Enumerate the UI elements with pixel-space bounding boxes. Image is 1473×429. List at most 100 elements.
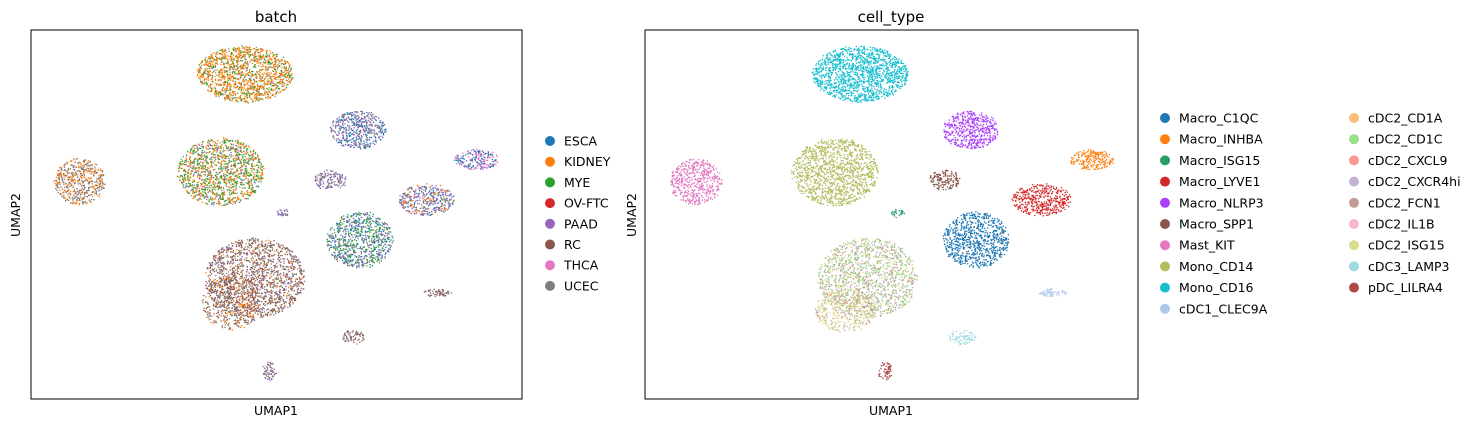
umap-point: [229, 170, 232, 173]
umap-point: [233, 148, 236, 151]
umap-point: [280, 285, 282, 287]
umap-point: [267, 311, 270, 314]
umap-point: [202, 145, 205, 148]
umap-point: [238, 47, 240, 50]
umap-point: [206, 83, 209, 85]
umap-point: [249, 86, 251, 88]
umap-point: [210, 286, 212, 288]
umap-point: [252, 167, 254, 170]
umap-point: [230, 155, 232, 158]
umap-point: [214, 259, 216, 261]
umap-point: [289, 287, 292, 290]
umap-point: [219, 49, 221, 51]
umap-point: [257, 281, 260, 283]
umap-point: [220, 61, 223, 64]
umap-point: [277, 306, 279, 309]
umap-point: [272, 261, 274, 263]
umap-point: [178, 165, 181, 167]
umap-point: [186, 161, 188, 163]
umap-point: [77, 183, 79, 185]
umap-point: [217, 188, 220, 191]
umap-point: [238, 305, 240, 307]
umap-point: [213, 258, 215, 261]
umap-point: [262, 165, 264, 167]
umap-point: [194, 171, 196, 174]
umap-point: [228, 69, 231, 71]
umap-point: [196, 73, 199, 76]
umap-point: [235, 175, 237, 177]
umap-point: [288, 270, 291, 273]
umap-point: [227, 271, 230, 273]
umap-point: [240, 85, 243, 88]
umap-point: [261, 58, 263, 60]
umap-point: [276, 296, 279, 298]
umap-point: [251, 59, 254, 61]
umap-point: [200, 185, 202, 187]
umap-point: [245, 281, 248, 284]
umap-point: [247, 293, 249, 296]
umap-point: [187, 160, 190, 163]
umap-point: [196, 164, 199, 166]
umap-point: [253, 190, 255, 192]
umap-point: [295, 273, 298, 276]
umap-point: [267, 63, 269, 65]
umap-point: [253, 58, 255, 60]
umap-point: [91, 164, 93, 167]
umap-point: [83, 195, 86, 198]
umap-point: [228, 200, 231, 203]
umap-point: [205, 151, 208, 154]
umap-point: [269, 97, 271, 99]
umap-point: [240, 99, 242, 102]
umap-point: [213, 148, 215, 151]
umap-point: [237, 141, 239, 144]
umap-point: [252, 88, 254, 90]
umap-point: [279, 246, 281, 249]
umap-point: [291, 269, 293, 271]
umap-point: [225, 184, 227, 186]
umap-point: [282, 88, 284, 91]
umap-point: [58, 181, 61, 184]
umap-point: [225, 255, 227, 257]
umap-point: [243, 91, 245, 94]
umap-point: [188, 165, 190, 168]
umap-point: [277, 270, 280, 272]
umap-point: [229, 89, 232, 91]
umap-point: [64, 186, 66, 188]
umap-point: [221, 204, 223, 207]
umap-point: [82, 160, 85, 163]
umap-point: [236, 92, 239, 94]
umap-point: [228, 273, 230, 276]
umap-point: [68, 185, 71, 188]
umap-point: [197, 170, 200, 173]
umap-point: [82, 170, 85, 172]
umap-point: [253, 78, 255, 80]
umap-point: [218, 178, 220, 180]
umap-point: [73, 201, 75, 204]
umap-point: [239, 72, 241, 74]
umap-point: [73, 178, 76, 181]
umap-point: [258, 268, 261, 271]
umap-point: [253, 91, 255, 94]
umap-point: [242, 193, 245, 196]
umap-point: [256, 84, 259, 87]
umap-point: [299, 289, 302, 292]
umap-point: [94, 168, 96, 170]
umap-point: [245, 93, 248, 96]
umap-point: [213, 285, 216, 288]
umap-point: [184, 177, 186, 179]
umap-point: [200, 64, 203, 66]
umap-point: [260, 315, 262, 317]
umap-point: [226, 292, 228, 294]
umap-point: [291, 72, 293, 75]
umap-point: [75, 192, 77, 194]
umap-point: [94, 188, 97, 191]
umap-point: [247, 88, 250, 91]
umap-point: [231, 183, 234, 186]
umap-point: [232, 155, 234, 157]
umap-point: [243, 183, 245, 186]
umap-point: [250, 79, 253, 82]
umap-point: [284, 88, 286, 90]
umap-point: [285, 269, 287, 271]
umap-point: [238, 73, 241, 76]
